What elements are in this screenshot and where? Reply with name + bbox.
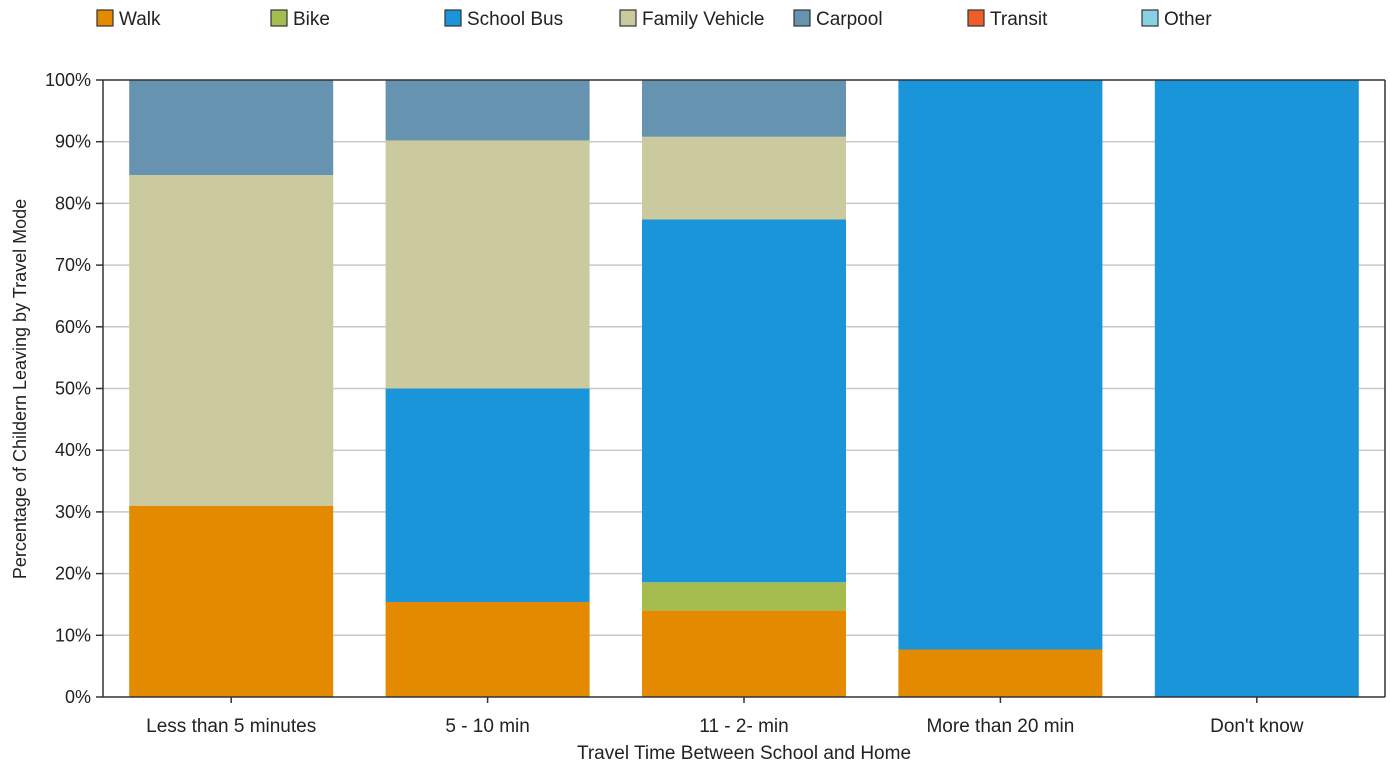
legend-item-walk: Walk [96,9,161,30]
legend-item-other: Other [1141,9,1212,30]
bar-segment-school-bus [642,219,846,583]
x-tick-label: Less than 5 minutes [146,716,316,737]
legend-label: Walk [119,9,161,30]
legend-swatch [444,9,462,27]
y-tick-label: 100% [45,70,91,90]
legend-label: Other [1164,9,1212,30]
legend-swatch [270,9,288,27]
y-axis-ticks: 0% 10% 20% 30% 40% 50% 60% 70% 80% 90% 100% [45,70,103,707]
legend-item-bike: Bike [270,9,330,30]
bar-segment-school-bus [1154,80,1359,697]
x-tick-label: 5 - 10 min [445,716,529,737]
y-tick-label: 0% [65,687,91,707]
bar-segment-walk [642,610,846,697]
legend-swatch [793,9,811,27]
y-tick-label: 20% [55,564,91,584]
legend-label: Bike [293,9,330,30]
x-tick-label: 11 - 2- min [699,716,788,737]
legend-item-school-bus: School Bus [444,9,563,30]
bar-segment-school-bus [385,388,590,602]
bar-segment-walk [385,601,590,697]
y-tick-label: 10% [55,625,91,645]
bar-segment-school-bus [898,80,1103,650]
bar-segment-walk [898,649,1103,697]
y-tick-label: 30% [55,502,91,522]
x-axis-ticks: Less than 5 minutes 5 - 10 min 11 - 2- min… [146,697,1304,737]
y-tick-label: 60% [55,317,91,337]
legend-swatch [619,9,637,27]
legend-swatch [96,9,114,27]
y-axis-title: Percentage of Childern Leaving by Travel… [10,199,30,579]
legend: Walk Bike School Bus Family Vehicle Carpool T… [96,9,1212,30]
x-tick-label: More than 20 min [926,716,1074,737]
bar-segment-carpool [129,80,334,176]
bar-segment-family-vehicle [385,140,590,389]
bar-segment-walk [129,505,334,697]
bar-segment-family-vehicle [129,175,334,506]
legend-label: Family Vehicle [642,9,765,30]
legend-label: Transit [990,9,1048,30]
bar-segment-carpool [642,80,846,137]
bar-segment-family-vehicle [642,136,846,220]
y-tick-label: 50% [55,379,91,399]
legend-label: Carpool [816,9,883,30]
legend-item-family-vehicle: Family Vehicle [619,9,765,30]
y-tick-label: 40% [55,440,91,460]
legend-swatch [967,9,985,27]
y-tick-label: 90% [55,132,91,152]
legend-item-carpool: Carpool [793,9,883,30]
legend-swatch [1141,9,1159,27]
y-tick-label: 80% [55,193,91,213]
bars [129,80,1359,697]
bar-segment-bike [642,582,846,611]
bar-segment-carpool [385,80,590,141]
x-axis-title: Travel Time Between School and Home [577,743,911,764]
legend-item-transit: Transit [967,9,1048,30]
x-tick-label: Don't know [1210,716,1304,737]
y-tick-label: 70% [55,255,91,275]
legend-label: School Bus [467,9,563,30]
